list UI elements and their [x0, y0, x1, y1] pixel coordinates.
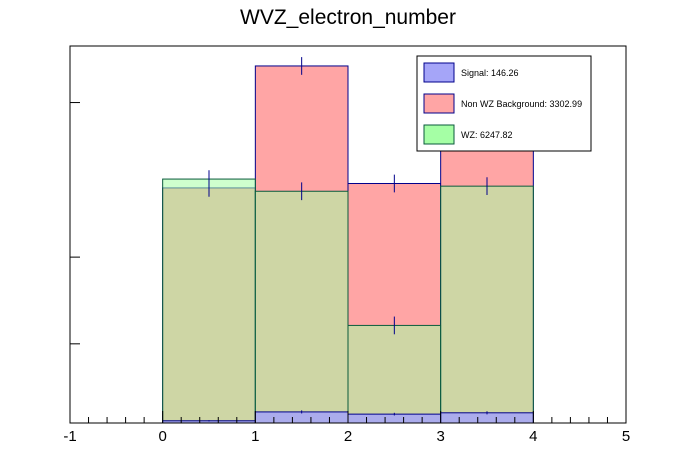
- axes: -1 0 1 2 3 4 5: [63, 45, 630, 445]
- bar-signal-bin-1: [254, 411, 349, 424]
- bar-wz-bin-0: [162, 178, 256, 424]
- x-tick-label: -1: [63, 428, 76, 445]
- chart-title: WVZ_electron_number: [240, 6, 456, 29]
- x-tick-label: 0: [158, 428, 166, 445]
- x-tick-label: 5: [622, 428, 630, 445]
- x-tick-label: 2: [344, 428, 352, 445]
- bar-wz-bin-2: [347, 324, 442, 424]
- legend-label-signal: Signal: 146.26: [461, 68, 519, 78]
- legend-label-wz: WZ: 6247.82: [461, 130, 513, 140]
- x-tick-label: 4: [529, 428, 537, 445]
- bar-signal-bin-2: [347, 413, 442, 424]
- legend: Signal: 146.26 Non WZ Background: 3302.99…: [416, 55, 592, 152]
- legend-swatch-signal: [423, 62, 455, 83]
- bar-wz-bin-3: [440, 185, 534, 424]
- x-tick-label: 1: [251, 428, 259, 445]
- bar-wz-bin-1: [254, 190, 349, 424]
- legend-swatch-wz: [423, 124, 455, 145]
- x-tick-label: 3: [436, 428, 444, 445]
- plot-area: [162, 57, 534, 424]
- legend-label-non-wz-background: Non WZ Background: 3302.99: [461, 99, 582, 109]
- legend-swatch-non-wz-background: [423, 93, 455, 114]
